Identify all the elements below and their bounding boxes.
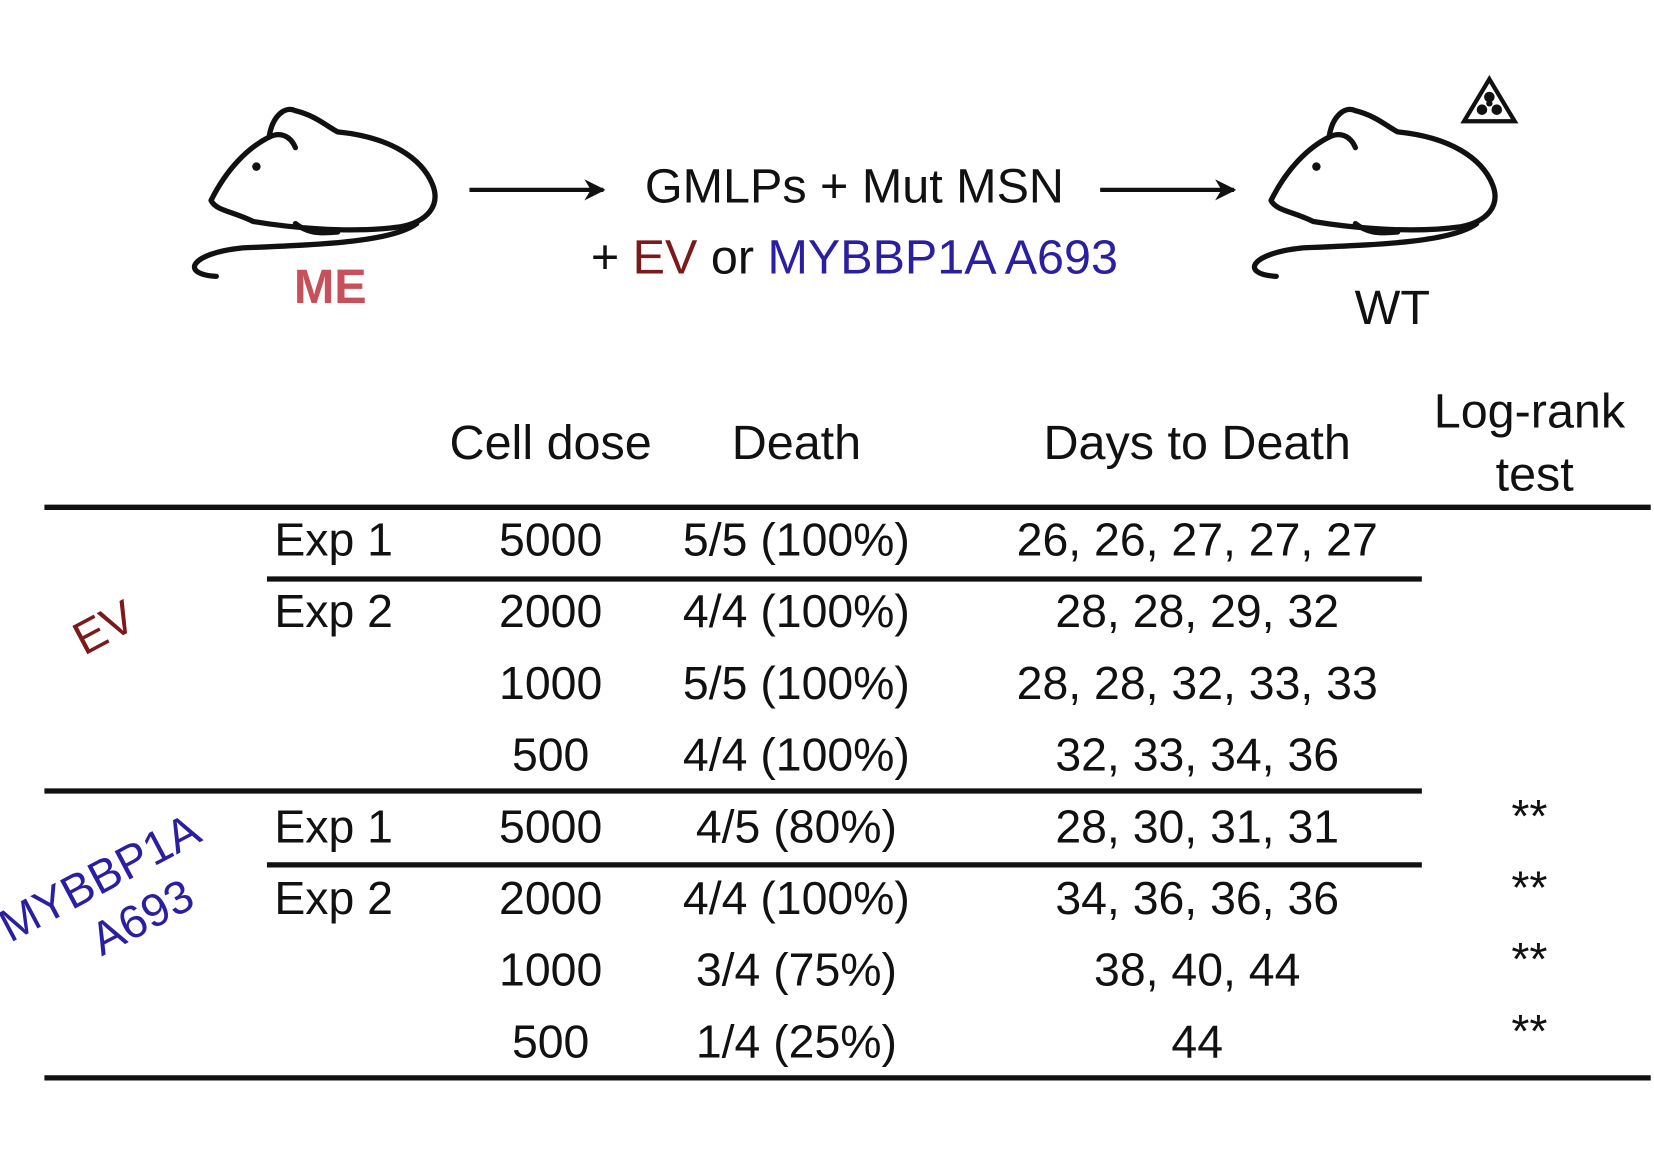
dose-cell: 5000: [499, 513, 602, 565]
dose-cell: 1000: [499, 944, 602, 996]
donor-label: ME: [294, 260, 367, 314]
dose-cell: 1000: [499, 657, 602, 709]
days-cell: 28, 30, 31, 31: [1055, 800, 1339, 852]
death-cell: 4/4 (100%): [683, 729, 910, 781]
group-label-line: EV: [64, 590, 143, 665]
test-cell: **: [1511, 790, 1547, 842]
exp-cell: Exp 2: [274, 872, 393, 924]
column-header: test: [1496, 448, 1575, 502]
test-cell: **: [1511, 933, 1547, 985]
death-cell: 4/4 (100%): [683, 872, 910, 924]
column-header: Cell dose: [450, 416, 652, 470]
days-cell: 28, 28, 29, 32: [1055, 585, 1339, 637]
column-header: Days to Death: [1044, 416, 1351, 470]
text: +: [591, 230, 619, 284]
death-cell: 4/4 (100%): [683, 585, 910, 637]
mouse-icon: [191, 106, 438, 279]
recipient-label: WT: [1355, 281, 1430, 335]
dose-cell: 500: [512, 1015, 589, 1067]
group-label: EV: [64, 590, 143, 665]
dose-cell: 500: [512, 729, 589, 781]
days-cell: 32, 33, 34, 36: [1055, 729, 1339, 781]
days-cell: 44: [1171, 1015, 1223, 1067]
dose-cell: 2000: [499, 872, 602, 924]
test-cell: **: [1511, 861, 1547, 913]
radiation-icon: [1460, 75, 1519, 124]
step-label: GMLPs + Mut MSN: [645, 160, 1064, 214]
days-cell: 34, 36, 36, 36: [1055, 872, 1339, 924]
exp-cell: Exp 1: [274, 800, 393, 852]
death-cell: 4/5 (80%): [696, 800, 897, 852]
text: EV: [633, 230, 698, 284]
exp-cell: Exp 2: [274, 585, 393, 637]
exp-cell: Exp 1: [274, 513, 393, 565]
death-cell: 1/4 (25%): [696, 1015, 897, 1067]
mouse-icon: [1251, 106, 1498, 279]
text: or: [711, 230, 754, 284]
test-cell: **: [1511, 1005, 1547, 1057]
death-cell: 5/5 (100%): [683, 513, 910, 565]
step-label: + EV or MYBBP1A A693: [591, 230, 1118, 284]
dose-cell: 5000: [499, 800, 602, 852]
days-cell: 38, 40, 44: [1094, 944, 1300, 996]
column-header: Log-rank: [1434, 384, 1626, 438]
death-cell: 5/5 (100%): [683, 657, 910, 709]
days-cell: 28, 28, 32, 33, 33: [1017, 657, 1378, 709]
column-header: Death: [732, 416, 861, 470]
death-cell: 3/4 (75%): [696, 944, 897, 996]
days-cell: 26, 26, 27, 27, 27: [1017, 513, 1378, 565]
dose-cell: 2000: [499, 585, 602, 637]
text: MYBBP1A A693: [767, 230, 1118, 284]
